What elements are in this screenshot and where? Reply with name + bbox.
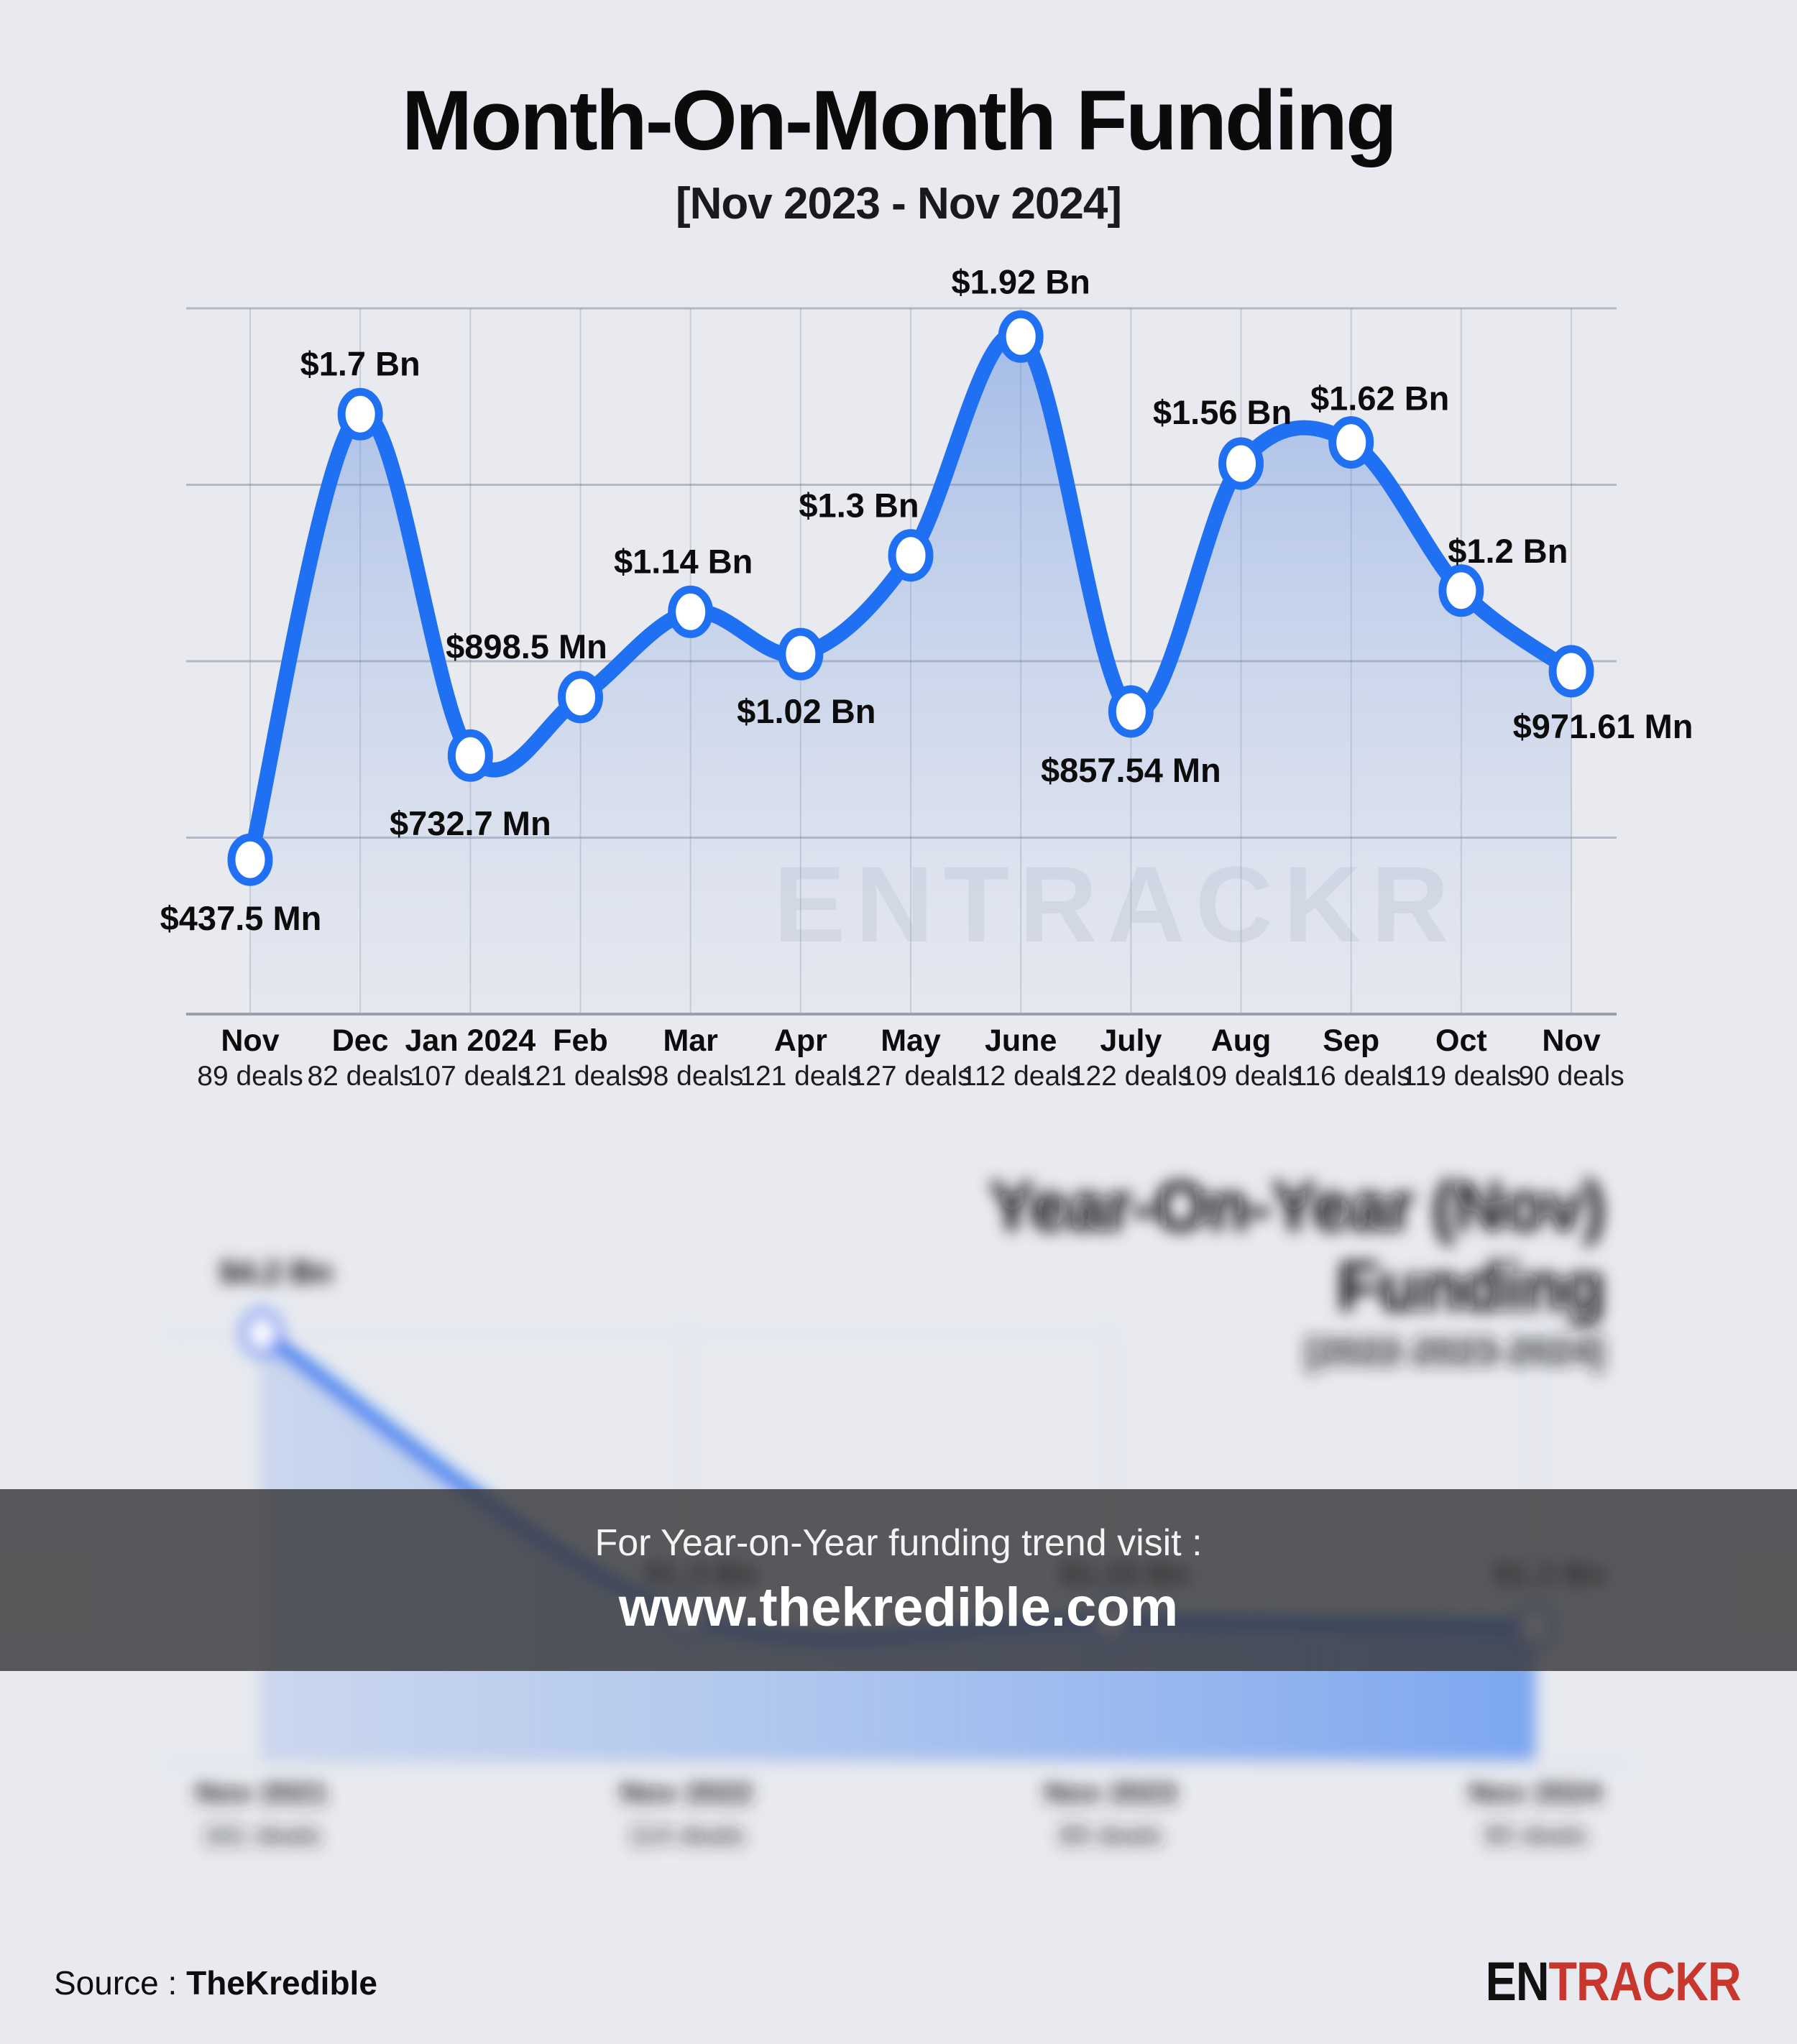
banner-text: For Year-on-Year funding trend visit : [594, 1522, 1203, 1564]
month-label: Mar [663, 1023, 718, 1058]
deals-label: 107 deals [410, 1061, 531, 1092]
data-point [668, 585, 714, 638]
deals-label: 114 deals [628, 1820, 745, 1851]
month-label: Feb [553, 1023, 607, 1058]
month-label: Apr [774, 1023, 827, 1058]
value-label: $1.7 Bn [300, 344, 420, 382]
deals-label: 119 deals [1402, 1061, 1521, 1092]
data-point [1108, 685, 1154, 738]
year-label: Nov 2023 [1044, 1775, 1177, 1809]
value-label: $732.7 Mn [390, 804, 551, 842]
deals-label: 121 deals [740, 1061, 861, 1092]
deals-label: 122 deals [1070, 1061, 1192, 1092]
data-point [227, 833, 273, 886]
data-point [558, 671, 604, 724]
source-name: TheKredible [186, 1964, 377, 2002]
value-label: $4.2 Bn [220, 1255, 333, 1290]
data-point [337, 387, 383, 441]
cta-banner: For Year-on-Year funding trend visit : w… [0, 1489, 1797, 1671]
deals-label: 89 deals [197, 1061, 303, 1092]
deals-label: 109 deals [1180, 1061, 1302, 1092]
data-point [1218, 437, 1264, 490]
logo-part-red: TRACKR [1548, 1951, 1742, 2012]
value-label: $437.5 Mn [160, 899, 322, 937]
data-point [998, 310, 1044, 363]
yoy-subtitle: [2022-2023-2024] [1305, 1331, 1604, 1373]
data-point [1328, 416, 1374, 469]
deals-label: 127 deals [850, 1061, 971, 1092]
year-label: Nov 2024 [1469, 1775, 1602, 1809]
value-label: $1.02 Bn [737, 692, 875, 730]
value-label: $857.54 Mn [1041, 751, 1221, 789]
data-point [241, 1309, 282, 1358]
deals-label: 121 deals [520, 1061, 641, 1092]
month-label: July [1100, 1023, 1162, 1058]
entrackr-logo: ENTRACKR [1486, 1950, 1742, 2012]
deals-label: 82 deals [307, 1061, 413, 1092]
deals-label: 161 deals [203, 1820, 321, 1851]
area-fill [250, 333, 1572, 1014]
value-label: $971.61 Mn [1513, 707, 1693, 745]
month-label: Oct [1435, 1023, 1487, 1058]
deals-label: 90 deals [1518, 1061, 1624, 1092]
source-attribution: Source : TheKredible [54, 1964, 377, 2002]
year-label: Nov 2022 [620, 1775, 753, 1809]
month-label: May [881, 1023, 941, 1058]
deals-label: 116 deals [1292, 1061, 1411, 1092]
month-label: June [985, 1023, 1057, 1058]
year-label: Nov 2021 [196, 1775, 328, 1809]
data-point [1438, 564, 1484, 617]
value-label: $1.3 Bn [799, 487, 919, 525]
deals-label: 98 deals [638, 1061, 743, 1092]
yoy-title-line1: Year-On-Year (Nov) [988, 1166, 1604, 1246]
month-label: Dec [332, 1023, 389, 1058]
month-label: Sep [1323, 1023, 1379, 1058]
page-subtitle: [Nov 2023 - Nov 2024] [676, 179, 1122, 229]
source-label: Source : [54, 1964, 187, 2002]
value-label: $898.5 Mn [446, 627, 607, 666]
month-label: Nov [1542, 1023, 1600, 1058]
value-label: $1.62 Bn [1310, 379, 1449, 418]
value-label: $1.56 Bn [1153, 393, 1292, 431]
month-label: Jan 2024 [405, 1023, 536, 1058]
deals-label: 112 deals [961, 1061, 1080, 1092]
deals-label: 90 deals [1484, 1820, 1587, 1851]
page-title: Month-On-Month Funding [401, 73, 1397, 168]
yoy-title-line2: Funding [1337, 1247, 1604, 1326]
banner-url-link[interactable]: www.thekredible.com [618, 1577, 1179, 1638]
month-label: Aug [1211, 1023, 1272, 1058]
value-label: $1.2 Bn [1448, 532, 1568, 570]
logo-part-black: EN [1486, 1951, 1550, 2012]
month-label: Nov [221, 1023, 279, 1058]
data-point [888, 529, 934, 582]
data-point [778, 627, 824, 681]
data-point [1548, 645, 1594, 698]
data-point [447, 729, 493, 782]
value-label: $1.14 Bn [614, 542, 753, 580]
value-label: $1.92 Bn [952, 262, 1090, 300]
deals-label: 89 deals [1059, 1820, 1162, 1851]
